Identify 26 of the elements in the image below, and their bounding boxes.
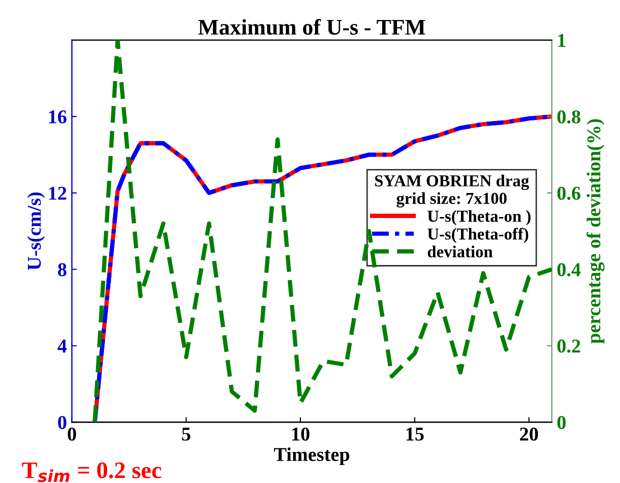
y-axis-title: U-s(cm/s) <box>27 192 45 270</box>
x-tick-label: 15 <box>406 428 424 441</box>
y2-tick-label: 0.6 <box>557 186 580 200</box>
y2-axis-title: percentage of deviation(%) <box>586 119 605 344</box>
legend-label: U-s(Theta-off) <box>428 228 528 244</box>
x-tick-label: 0 <box>68 428 76 441</box>
chart-title: Maximum of U-s - TFM <box>198 18 426 35</box>
legend-label: deviation <box>428 246 493 258</box>
y-tick-label: 16 <box>49 110 66 124</box>
y2-tick-label: 0 <box>557 416 566 430</box>
text: T$_{sim}$ = 0.2 sec <box>22 462 162 482</box>
x-tick-label: 20 <box>520 428 538 441</box>
legend-label: U-s(Theta-on ) <box>428 210 531 226</box>
y2-tick-label: 0.8 <box>557 110 580 124</box>
x-axis-title: Timestep <box>274 447 350 466</box>
line-series <box>92 40 552 422</box>
y2-tick-label: 1 <box>558 34 566 47</box>
y2-tick-label: 0.4 <box>557 263 581 276</box>
y-tick-label: 12 <box>49 186 66 200</box>
x-tick-label: 10 <box>292 428 310 441</box>
y-tick-label: 8 <box>58 263 66 276</box>
x-tick-label: 5 <box>182 428 190 441</box>
y-tick-label: 4 <box>58 340 67 352</box>
y-tick-label: 0 <box>58 416 66 430</box>
legend-title: SYAM OBRIEN drag grid size: 7x100 <box>375 174 530 208</box>
y2-tick-label: 0.2 <box>557 340 580 353</box>
